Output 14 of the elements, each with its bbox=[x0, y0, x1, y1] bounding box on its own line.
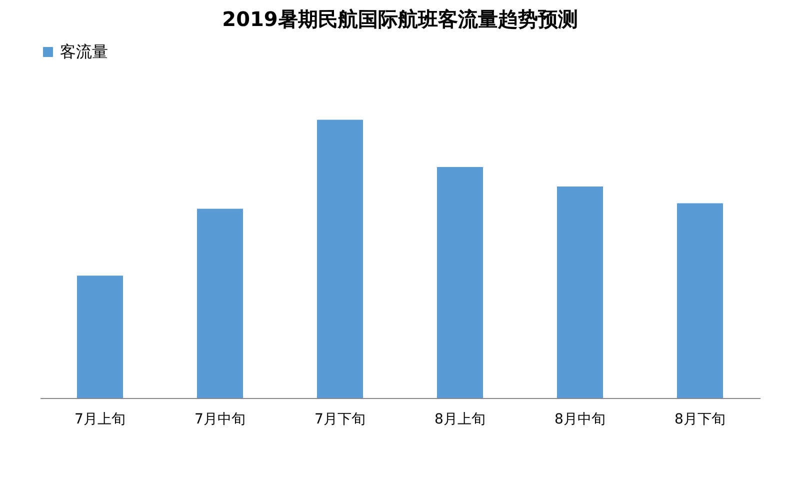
bar bbox=[317, 120, 363, 398]
bar bbox=[77, 276, 123, 398]
x-tick-label: 8月上旬 bbox=[434, 412, 486, 428]
x-tick-label: 7月下旬 bbox=[314, 412, 366, 428]
bar bbox=[197, 208, 243, 398]
x-tick-label: 7月上旬 bbox=[74, 412, 126, 428]
x-tick-label: 8月中旬 bbox=[554, 412, 606, 428]
bar bbox=[677, 203, 723, 398]
chart-title: 2019暑期民航国际航班客流量趋势预测 bbox=[222, 7, 578, 31]
bar bbox=[437, 167, 483, 398]
bar bbox=[557, 186, 603, 398]
legend-label: 客流量 bbox=[60, 42, 108, 61]
x-tick-label: 8月下旬 bbox=[674, 412, 726, 428]
x-tick-label: 7月中旬 bbox=[194, 412, 246, 428]
